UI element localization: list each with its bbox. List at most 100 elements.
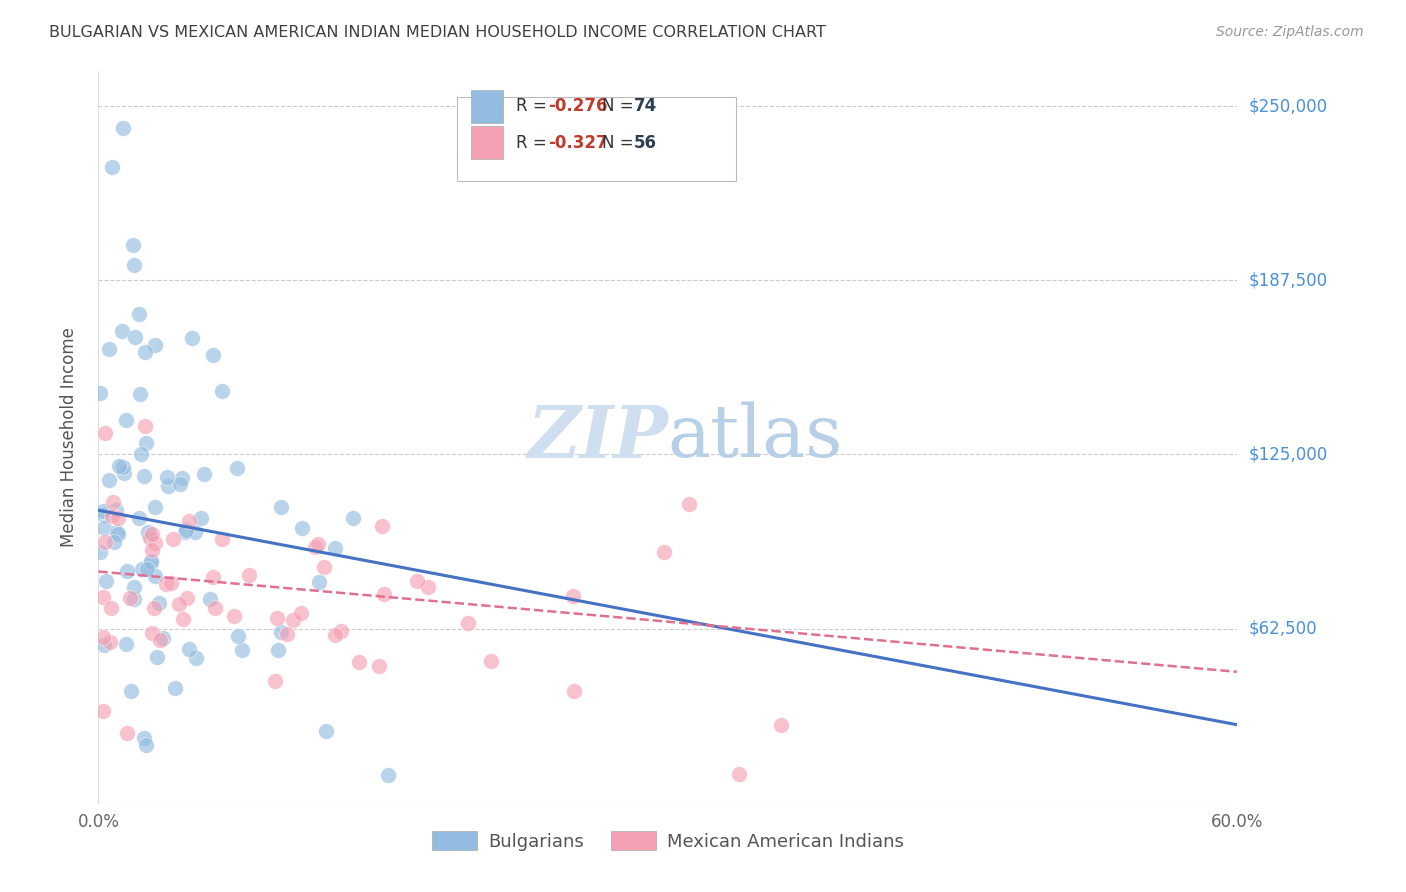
Text: -0.276: -0.276 bbox=[548, 97, 607, 115]
Point bbox=[98, 473, 121, 487]
Point bbox=[134, 469, 156, 483]
Point bbox=[111, 460, 134, 475]
Text: atlas: atlas bbox=[668, 401, 844, 473]
Text: -0.327: -0.327 bbox=[548, 134, 607, 152]
Point bbox=[141, 626, 163, 640]
Point bbox=[136, 525, 159, 540]
Point bbox=[134, 419, 156, 434]
Point bbox=[162, 532, 184, 546]
Point bbox=[100, 600, 122, 615]
Point bbox=[160, 576, 183, 591]
Point bbox=[155, 577, 177, 591]
Point bbox=[368, 659, 391, 673]
Point bbox=[169, 476, 191, 491]
Point bbox=[134, 345, 156, 359]
Text: $125,000: $125,000 bbox=[1249, 445, 1327, 464]
Point bbox=[115, 565, 138, 579]
Point bbox=[267, 642, 290, 657]
Point bbox=[141, 557, 163, 571]
Point bbox=[93, 508, 115, 522]
Point bbox=[163, 681, 186, 696]
Point bbox=[94, 574, 117, 589]
Point bbox=[291, 521, 314, 535]
Point bbox=[652, 545, 675, 559]
Point bbox=[100, 161, 122, 175]
Text: $187,500: $187,500 bbox=[1249, 271, 1327, 289]
Point bbox=[129, 446, 152, 460]
Point bbox=[342, 511, 364, 525]
Point bbox=[122, 592, 145, 607]
Point bbox=[373, 587, 395, 601]
Point bbox=[204, 601, 226, 615]
Point bbox=[91, 704, 114, 718]
Point bbox=[115, 413, 138, 427]
Point bbox=[263, 674, 285, 689]
Point bbox=[323, 541, 346, 555]
Point bbox=[89, 385, 111, 400]
Point bbox=[377, 768, 399, 782]
Text: R =: R = bbox=[516, 134, 553, 152]
Point bbox=[115, 726, 138, 740]
Point bbox=[226, 629, 249, 643]
Point bbox=[290, 606, 312, 620]
Point bbox=[136, 562, 159, 576]
Bar bbox=[471, 126, 503, 159]
Point bbox=[143, 569, 166, 583]
Text: 56: 56 bbox=[634, 134, 657, 152]
Point bbox=[202, 570, 225, 584]
Point bbox=[141, 527, 163, 541]
Point bbox=[152, 631, 174, 645]
Point bbox=[270, 500, 292, 515]
Point bbox=[727, 767, 749, 781]
Point bbox=[238, 567, 260, 582]
Point bbox=[105, 525, 128, 540]
Point bbox=[184, 651, 207, 665]
Point bbox=[107, 510, 129, 524]
Point bbox=[266, 610, 288, 624]
Point bbox=[172, 471, 194, 485]
Text: Source: ZipAtlas.com: Source: ZipAtlas.com bbox=[1216, 25, 1364, 39]
Point bbox=[143, 500, 166, 514]
Point bbox=[418, 580, 440, 594]
Point bbox=[115, 637, 138, 651]
Point bbox=[770, 718, 793, 732]
Point bbox=[371, 519, 394, 533]
Point bbox=[89, 545, 111, 559]
Point bbox=[184, 524, 207, 539]
Point bbox=[198, 592, 221, 607]
Point bbox=[94, 425, 117, 440]
Point bbox=[202, 348, 225, 362]
Text: R =: R = bbox=[516, 97, 553, 115]
Point bbox=[155, 469, 177, 483]
Point bbox=[91, 630, 114, 644]
Point bbox=[172, 612, 194, 626]
Point bbox=[129, 387, 152, 401]
Point bbox=[157, 479, 180, 493]
Point bbox=[276, 627, 298, 641]
Point bbox=[118, 591, 141, 605]
Point bbox=[128, 511, 150, 525]
Point bbox=[122, 580, 145, 594]
Point bbox=[283, 614, 305, 628]
Point bbox=[564, 684, 586, 698]
Point bbox=[98, 635, 121, 649]
Point bbox=[91, 590, 114, 604]
Point bbox=[169, 598, 191, 612]
Text: N =: N = bbox=[602, 97, 638, 115]
Point bbox=[149, 632, 172, 647]
Point bbox=[93, 535, 115, 549]
Point bbox=[561, 589, 583, 603]
Point bbox=[173, 524, 195, 539]
Text: $62,500: $62,500 bbox=[1249, 620, 1317, 638]
Point bbox=[176, 591, 198, 606]
Text: $250,000: $250,000 bbox=[1249, 97, 1327, 115]
Legend: Bulgarians, Mexican American Indians: Bulgarians, Mexican American Indians bbox=[426, 826, 910, 856]
Point bbox=[124, 258, 146, 272]
Point bbox=[107, 459, 129, 474]
Point bbox=[307, 537, 329, 551]
Point bbox=[103, 495, 125, 509]
Point bbox=[231, 642, 253, 657]
Point bbox=[146, 650, 169, 665]
Point bbox=[347, 655, 370, 669]
Point bbox=[112, 466, 135, 480]
